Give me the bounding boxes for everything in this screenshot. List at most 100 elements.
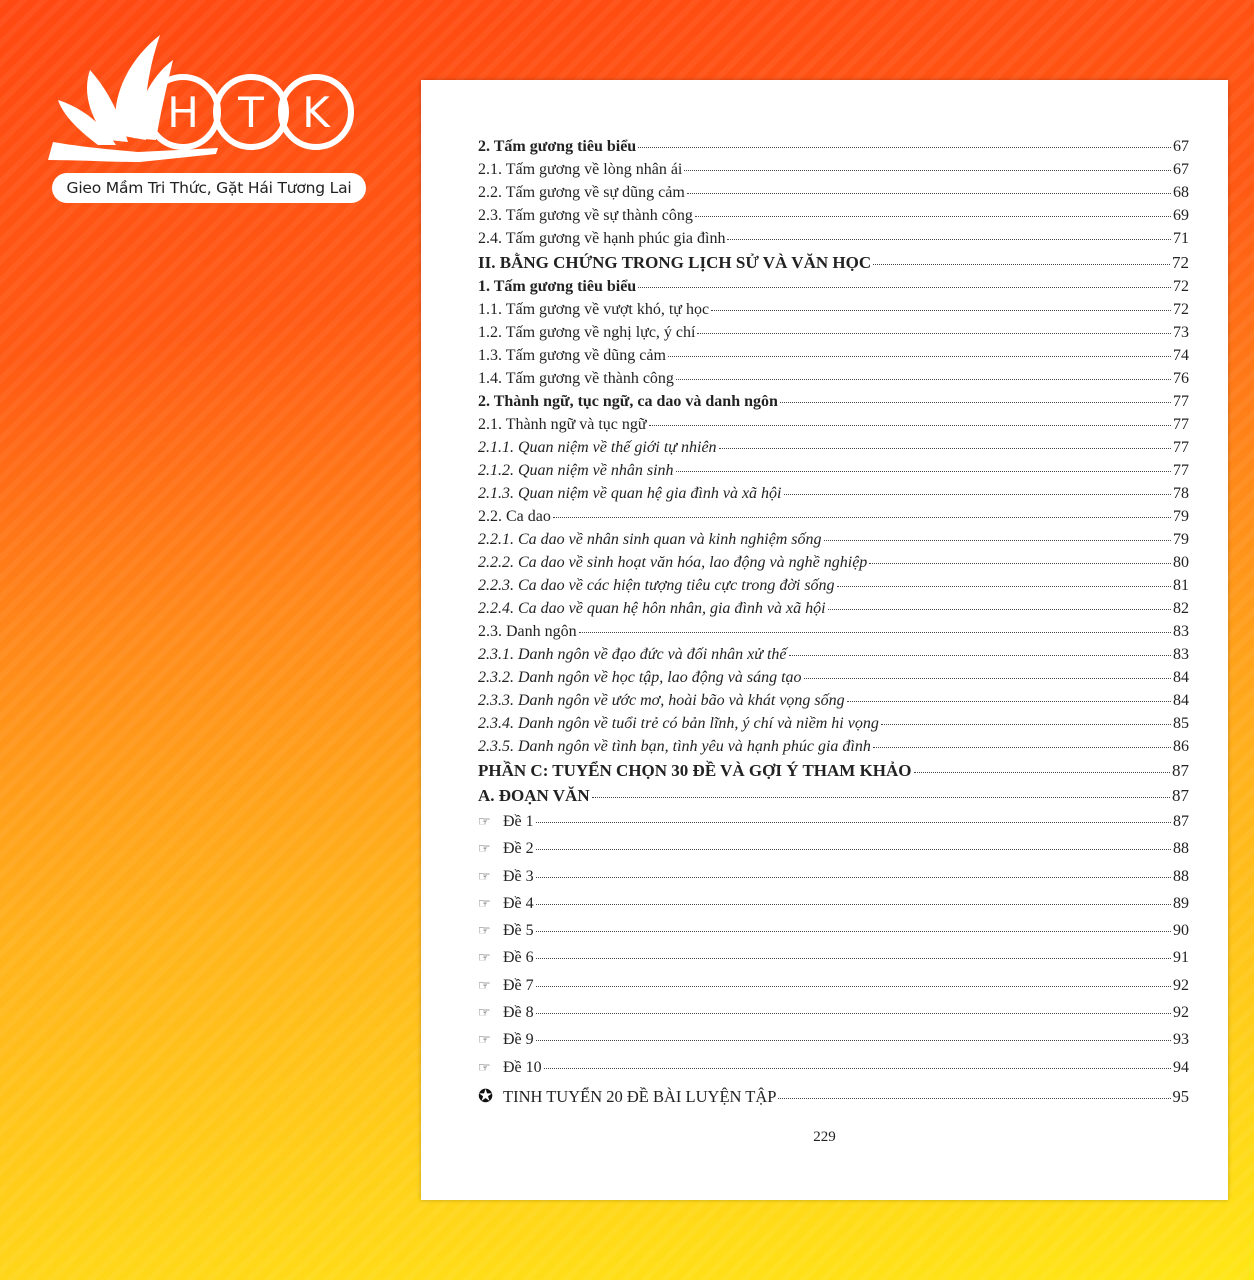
pointing-hand-icon: ☞ [478, 842, 491, 858]
toc-entry-page: 83 [1173, 623, 1189, 640]
toc-entry[interactable]: ☞ Đề 4 89 [478, 895, 1189, 922]
toc-entry-page: 78 [1173, 485, 1189, 502]
toc-entry[interactable]: 2.2.4. Ca dao về quan hệ hôn nhân, gia đ… [478, 600, 1189, 623]
toc-entry[interactable]: 2.3.2. Danh ngôn về học tập, lao động và… [478, 669, 1189, 692]
toc-entry-page: 73 [1173, 324, 1189, 341]
toc-entry[interactable]: 2.1.3. Quan niệm về quan hệ gia đình và … [478, 485, 1189, 508]
dot-leader [836, 586, 1171, 587]
toc-entry-title: 2.1. Tấm gương về lòng nhân ái [478, 161, 683, 178]
toc-entry-page: 74 [1173, 347, 1189, 364]
toc-entry-title: 2.2.3. Ca dao về các hiện tượng tiêu cực… [478, 577, 835, 594]
toc-entry[interactable]: 2.2.2. Ca dao về sinh hoạt văn hóa, lao … [478, 554, 1189, 577]
toc-entry[interactable]: ✪ TINH TUYỂN 20 ĐỀ BÀI LUYỆN TẬP 95 [478, 1086, 1189, 1113]
toc-entry[interactable]: 2.2.1. Ca dao về nhân sinh quan và kinh … [478, 531, 1189, 554]
dot-leader [578, 632, 1171, 633]
toc-entry[interactable]: 2.3. Danh ngôn 83 [478, 623, 1189, 646]
dot-leader [880, 724, 1171, 725]
svg-text:T: T [237, 88, 264, 137]
pointing-hand-icon: ☞ [478, 978, 491, 994]
toc-entry[interactable]: 2. Thành ngữ, tục ngữ, ca dao và danh ng… [478, 393, 1189, 416]
toc-entry[interactable]: 2.2.3. Ca dao về các hiện tượng tiêu cực… [478, 577, 1189, 600]
toc-entry-title: 2.1.2. Quan niệm về nhân sinh [478, 462, 674, 479]
pointing-hand-icon: ☞ [478, 1033, 491, 1049]
toc-entry[interactable]: ☞ Đề 3 88 [478, 868, 1189, 895]
toc-entry[interactable]: 1.2. Tấm gương về nghị lực, ý chí 73 [478, 324, 1189, 347]
dot-leader [779, 402, 1171, 403]
toc-entry[interactable]: ☞ Đề 9 93 [478, 1031, 1189, 1058]
page-number: 229 [813, 1129, 836, 1145]
dot-leader [783, 494, 1171, 495]
dot-leader [535, 1040, 1171, 1042]
toc-entry[interactable]: ☞ Đề 10 94 [478, 1059, 1189, 1086]
table-of-contents: 2. Tấm gương tiêu biểu 67 2.1. Tấm gương v… [478, 138, 1189, 1113]
dot-leader [535, 903, 1171, 905]
toc-entry-title: 2.3. Tấm gương về sự thành công [478, 207, 693, 224]
toc-entry[interactable]: 2.2. Ca dao 79 [478, 508, 1189, 531]
toc-entry[interactable]: ☞ Đề 5 90 [478, 922, 1189, 949]
toc-entry[interactable]: 2.3.5. Danh ngôn về tình bạn, tình yêu v… [478, 738, 1189, 761]
toc-entry[interactable]: ☞ Đề 1 87 [478, 813, 1189, 840]
toc-entry-title: 2. Tấm gương tiêu biểu [478, 138, 637, 155]
toc-entry[interactable]: 2.4. Tấm gương về hạnh phúc gia đình 71 [478, 230, 1189, 253]
dot-leader [788, 655, 1171, 656]
toc-entry[interactable]: 2.1. Thành ngữ và tục ngữ 77 [478, 416, 1189, 439]
toc-entry[interactable]: 2.2. Tấm gương về sự dũng cảm 68 [478, 184, 1189, 207]
toc-entry-page: 84 [1173, 692, 1189, 709]
toc-entry-page: 92 [1173, 976, 1189, 994]
dot-leader [535, 1013, 1171, 1015]
toc-entry-page: 88 [1173, 867, 1189, 885]
tagline: Gieo Mầm Tri Thức, Gặt Hái Tương Lai [52, 173, 366, 203]
toc-entry-page: 76 [1173, 370, 1189, 387]
toc-entry-title: II. BẰNG CHỨNG TRONG LỊCH SỬ VÀ VĂN HỌC [478, 253, 872, 272]
toc-entry[interactable]: 2.3.1. Danh ngôn về đạo đức và đối nhân … [478, 646, 1189, 669]
toc-entry[interactable]: 2.3.3. Danh ngôn về ước mơ, hoài bão và … [478, 692, 1189, 715]
toc-entry[interactable]: ☞ Đề 8 92 [478, 1004, 1189, 1031]
toc-entry[interactable]: PHẦN C: TUYỂN CHỌN 30 ĐỀ VÀ GỢI Ý THAM K… [478, 761, 1189, 786]
toc-entry[interactable]: ☞ Đề 7 92 [478, 977, 1189, 1004]
dot-leader [727, 239, 1171, 240]
toc-entry[interactable]: ☞ Đề 2 88 [478, 840, 1189, 867]
pointing-hand-icon: ☞ [478, 1060, 491, 1076]
toc-entry-page: 87 [1172, 761, 1189, 780]
dot-leader [638, 287, 1171, 288]
toc-entry[interactable]: ☞ Đề 6 91 [478, 949, 1189, 976]
toc-entry-title: 1. Tấm gương tiêu biểu [478, 278, 637, 295]
toc-entry-page: 87 [1173, 813, 1189, 830]
toc-entry-title: Đề 7 [503, 976, 534, 994]
toc-entry[interactable]: 1.1. Tấm gương về vượt khó, tự học 72 [478, 301, 1189, 324]
toc-entry[interactable]: 2.1.1. Quan niệm về thế giới tự nhiên 77 [478, 439, 1189, 462]
toc-entry-page: 94 [1173, 1058, 1189, 1076]
toc-entry[interactable]: 2.3.4. Danh ngôn về tuổi trẻ có bản lĩnh… [478, 715, 1189, 738]
toc-entry-title: PHẦN C: TUYỂN CHỌN 30 ĐỀ VÀ GỢI Ý THAM K… [478, 761, 912, 780]
dot-leader [869, 563, 1171, 564]
toc-entry-title: Đề 8 [503, 1004, 534, 1022]
toc-entry[interactable]: II. BẰNG CHỨNG TRONG LỊCH SỬ VÀ VĂN HỌC 7… [478, 253, 1189, 278]
toc-entry[interactable]: A. ĐOẠN VĂN 87 [478, 786, 1189, 813]
toc-entry-title: 2.2. Ca dao [478, 508, 551, 525]
toc-entry[interactable]: 1.3. Tấm gương về dũng cảm 74 [478, 347, 1189, 370]
toc-entry-page: 77 [1173, 439, 1189, 456]
star-circle-icon: ✪ [478, 1085, 494, 1106]
pointing-hand-icon: ☞ [478, 1006, 491, 1022]
dot-leader [535, 985, 1171, 987]
toc-entry-title: 1.2. Tấm gương về nghị lực, ý chí [478, 324, 696, 341]
dot-leader [675, 379, 1171, 380]
toc-entry[interactable]: 2.1. Tấm gương về lòng nhân ái 67 [478, 161, 1189, 184]
toc-entry-page: 77 [1173, 416, 1189, 433]
toc-entry-title: Đề 10 [503, 1058, 542, 1076]
toc-entry-page: 93 [1173, 1031, 1189, 1049]
dot-leader [827, 609, 1171, 610]
toc-entry-title: 2.3.3. Danh ngôn về ước mơ, hoài bão và … [478, 692, 845, 709]
toc-entry-title: 1.4. Tấm gương về thành công [478, 370, 674, 387]
toc-entry[interactable]: 2.1.2. Quan niệm về nhân sinh 77 [478, 462, 1189, 485]
toc-entry-page: 67 [1173, 161, 1189, 178]
dot-leader [638, 147, 1171, 148]
toc-entry[interactable]: 2. Tấm gương tiêu biểu 67 [478, 138, 1189, 161]
toc-entry[interactable]: 2.3. Tấm gương về sự thành công 69 [478, 207, 1189, 230]
toc-entry-title: Đề 1 [503, 813, 534, 830]
dot-leader [694, 216, 1171, 217]
toc-entry[interactable]: 1. Tấm gương tiêu biểu 72 [478, 278, 1189, 301]
toc-entry[interactable]: 1.4. Tấm gương về thành công 76 [478, 370, 1189, 393]
toc-entry-title: 1.1. Tấm gương về vượt khó, tự học [478, 301, 710, 318]
toc-entry-page: 67 [1173, 138, 1189, 155]
